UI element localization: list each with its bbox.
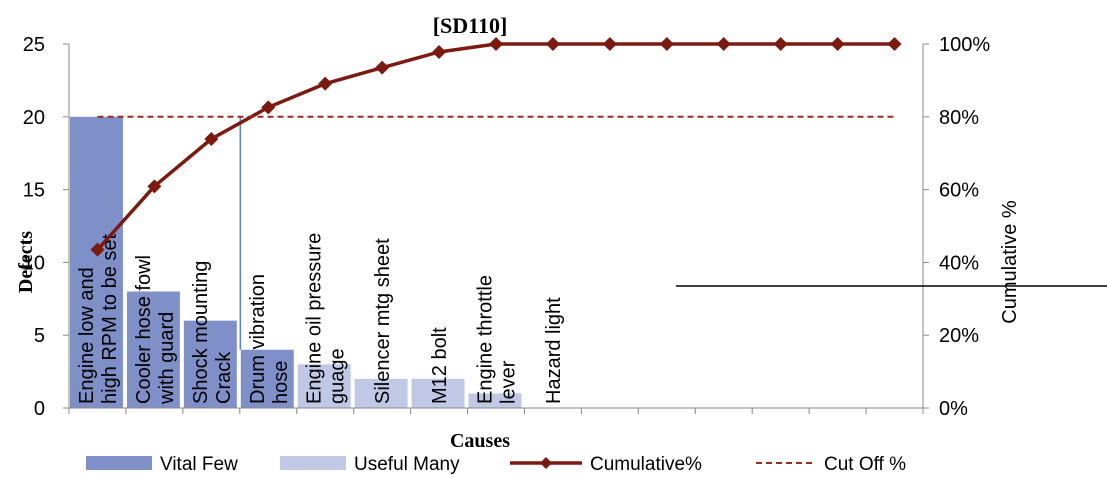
cumulative-point <box>489 37 503 51</box>
y2-axis-label: Cumulative % <box>999 200 1021 324</box>
cumulative-point <box>830 37 845 51</box>
lines-layer <box>90 37 902 257</box>
category-tick-label: Engine throttle <box>475 275 497 404</box>
category-label: Silencer mtg sheet <box>372 238 394 404</box>
category-tick-label: Engine low and <box>76 267 98 404</box>
legend: Vital Few Useful Many Cumulative% Cut Off % <box>86 454 906 475</box>
bar <box>354 378 408 408</box>
category-tick-label: Cooler hose fowl <box>133 255 155 404</box>
cumulative-point <box>318 76 333 91</box>
cumulative-line <box>96 42 895 251</box>
category-tick-label: high RPM to be set <box>99 233 121 404</box>
cumulative-point <box>432 45 447 60</box>
cumulative-point <box>887 37 902 51</box>
category-tick-label: lever <box>498 360 520 404</box>
legend-item: Cut Off % <box>756 454 906 475</box>
category-label: Engine low and high RPM to be set <box>76 233 121 404</box>
category-label: Engine throttle lever <box>475 275 520 404</box>
category-label: Drum vibration hose <box>247 274 292 404</box>
cumulative-point <box>716 37 731 51</box>
y-tick-label: 5 <box>34 325 45 347</box>
y-axis-label: Defects <box>15 231 37 293</box>
category-tick-label: with guard <box>156 312 178 405</box>
cumulative-point <box>261 100 276 115</box>
chart-title: [SD110] <box>433 13 508 38</box>
y2-tick-label: 60% <box>939 180 979 202</box>
legend-item: Vital Few <box>86 454 238 475</box>
y-tick-label: 20 <box>23 107 45 129</box>
category-tick-label: hose <box>270 361 292 404</box>
y-tick-label: 25 <box>23 34 45 56</box>
cumulative-point <box>773 37 788 51</box>
category-tick-label: Drum vibration <box>247 274 269 404</box>
category-label: Shock mounting Crack <box>190 261 235 404</box>
y2-tick-label: 80% <box>939 107 979 129</box>
bars-layer <box>70 116 522 409</box>
legend-swatch <box>280 456 346 470</box>
cumulative-point <box>375 60 390 75</box>
y2-tick-label: 20% <box>939 325 979 347</box>
cumulative-point <box>90 242 105 257</box>
legend-label: Cumulative% <box>590 454 702 475</box>
category-tick-label: Engine oil pressure <box>304 233 326 404</box>
x-axis-label: Causes <box>450 430 510 452</box>
y-tick-label: 0 <box>34 398 45 420</box>
y2-tick-label: 100% <box>939 34 990 56</box>
bar <box>468 393 522 408</box>
axes-layer: 0 5 10 15 20 25 0% 20% 40% 60% 80% 100% <box>23 34 991 420</box>
category-label: Cooler hose fowl with guard <box>133 255 178 405</box>
category-label: Hazard light <box>543 297 565 404</box>
legend-marker <box>540 457 552 469</box>
category-tick-label: Silencer mtg sheet <box>372 238 394 404</box>
category-tick-label: Shock mounting <box>190 261 212 404</box>
legend-item: Useful Many <box>280 454 460 475</box>
cumulative-point <box>147 179 162 194</box>
cumulative-point <box>204 132 219 147</box>
bar <box>183 320 237 408</box>
bar <box>70 116 123 409</box>
y2-tick-label: 0% <box>939 398 968 420</box>
category-labels-layer: Engine low and high RPM to be set Cooler h… <box>76 233 565 405</box>
bar <box>297 364 351 408</box>
category-label: M12 bolt <box>429 327 451 404</box>
legend-item: Cumulative% <box>510 454 702 475</box>
bar <box>126 291 180 408</box>
category-tick-label: Hazard light <box>543 297 565 404</box>
legend-label: Vital Few <box>160 454 238 475</box>
cumulative-point <box>545 37 560 51</box>
y2-tick-label: 40% <box>939 252 979 274</box>
category-tick-label: Crack <box>213 351 235 404</box>
y-tick-label: 15 <box>23 180 45 202</box>
category-tick-label: guage <box>327 348 349 404</box>
cumulative-point <box>659 37 674 51</box>
y-tick-label: 10 <box>23 252 45 274</box>
legend-label: Cut Off % <box>824 454 906 475</box>
legend-label: Useful Many <box>354 454 460 475</box>
category-label: Engine oil pressure guage <box>304 233 349 404</box>
category-tick-label: M12 bolt <box>429 327 451 404</box>
cumulative-point <box>602 37 617 51</box>
legend-swatch <box>86 456 152 470</box>
bar <box>240 349 294 408</box>
bar <box>411 378 465 408</box>
